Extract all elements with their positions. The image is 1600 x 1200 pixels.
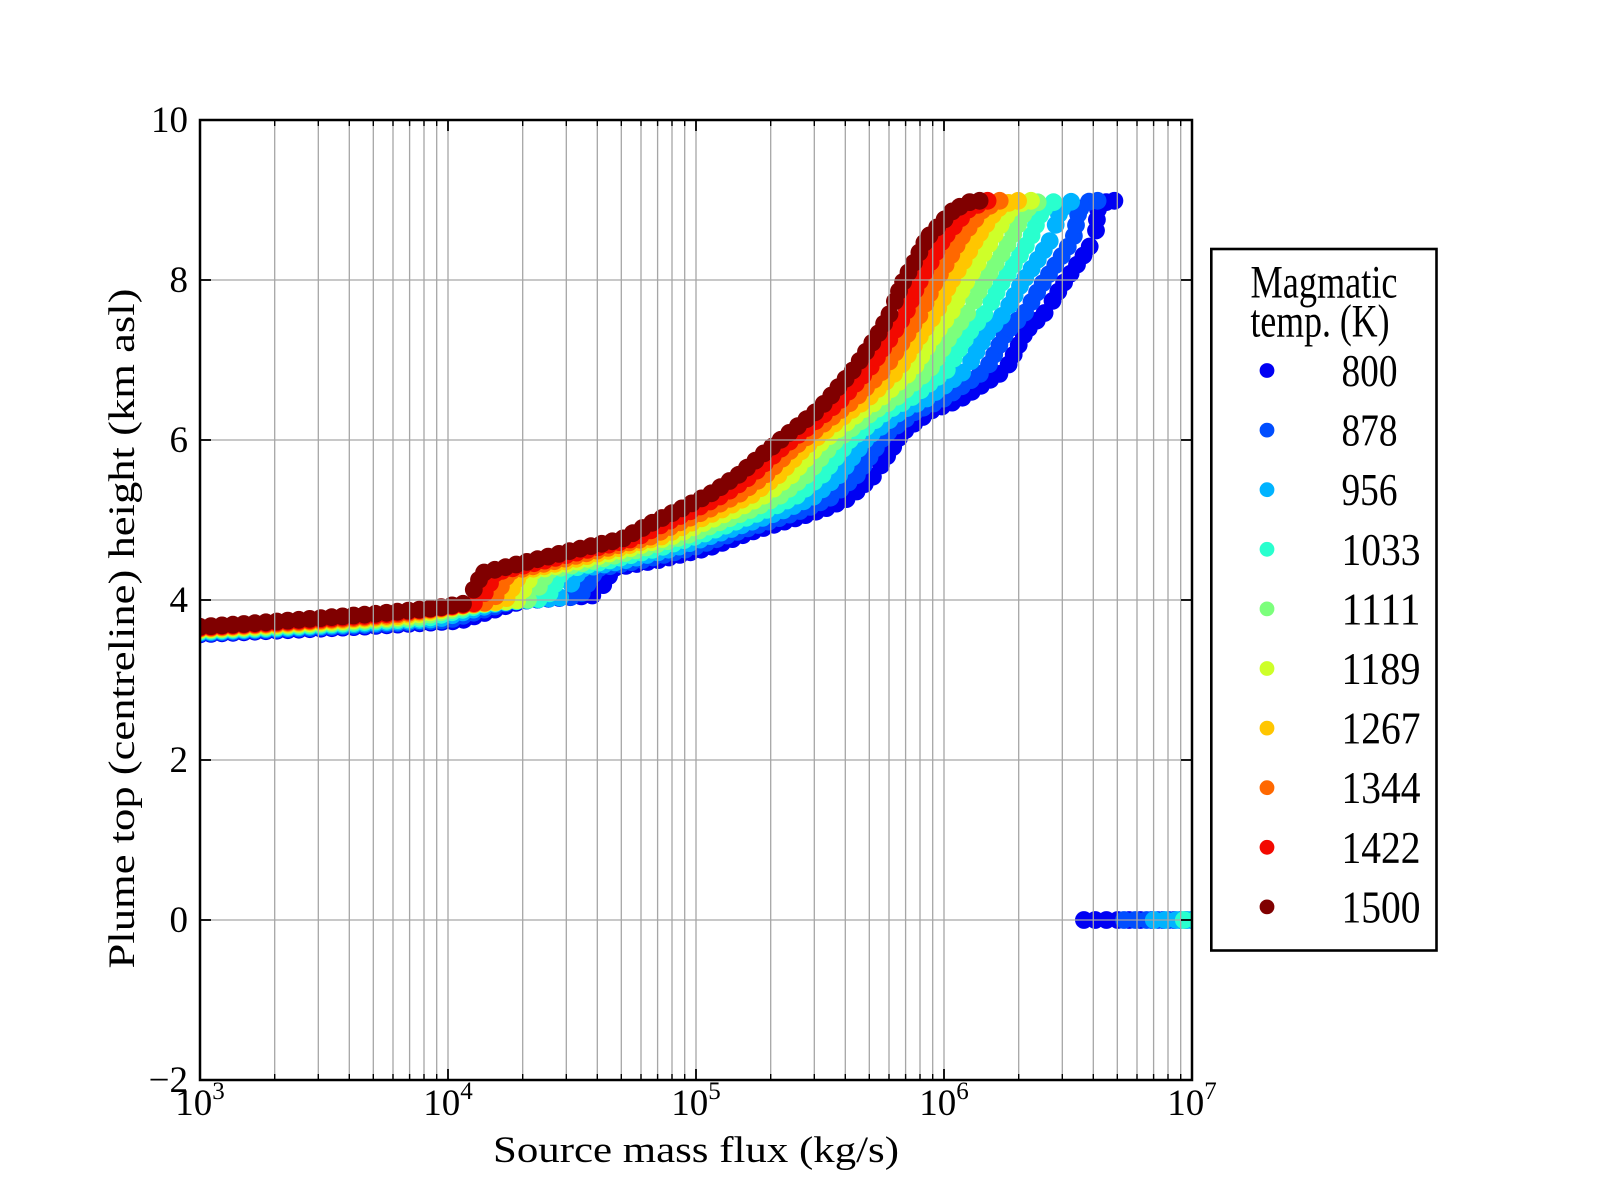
svg-text:Magmatic: Magmatic: [1251, 257, 1398, 309]
svg-text:10: 10: [151, 100, 188, 141]
svg-text:temp. (K): temp. (K): [1251, 296, 1390, 348]
svg-text:4: 4: [170, 580, 189, 621]
svg-text:1344: 1344: [1342, 763, 1421, 813]
svg-text:1500: 1500: [1342, 882, 1421, 932]
svg-text:0: 0: [170, 900, 189, 941]
svg-text:1267: 1267: [1342, 704, 1421, 754]
svg-text:Source mass flux (kg/s): Source mass flux (kg/s): [493, 1130, 899, 1171]
svg-text:2: 2: [170, 740, 189, 781]
svg-text:8: 8: [170, 260, 189, 301]
svg-text:800: 800: [1342, 346, 1398, 396]
svg-text:878: 878: [1342, 406, 1398, 456]
svg-text:106: 106: [919, 1078, 969, 1124]
svg-text:1189: 1189: [1342, 644, 1421, 694]
svg-text:1033: 1033: [1342, 525, 1421, 575]
svg-text:−2: −2: [149, 1060, 188, 1101]
svg-text:6: 6: [170, 420, 189, 461]
svg-text:1422: 1422: [1342, 823, 1421, 873]
svg-text:1111: 1111: [1342, 584, 1421, 634]
svg-text:Plume top (centreline) height: Plume top (centreline) height (km asl): [102, 289, 143, 969]
svg-text:956: 956: [1342, 465, 1398, 515]
